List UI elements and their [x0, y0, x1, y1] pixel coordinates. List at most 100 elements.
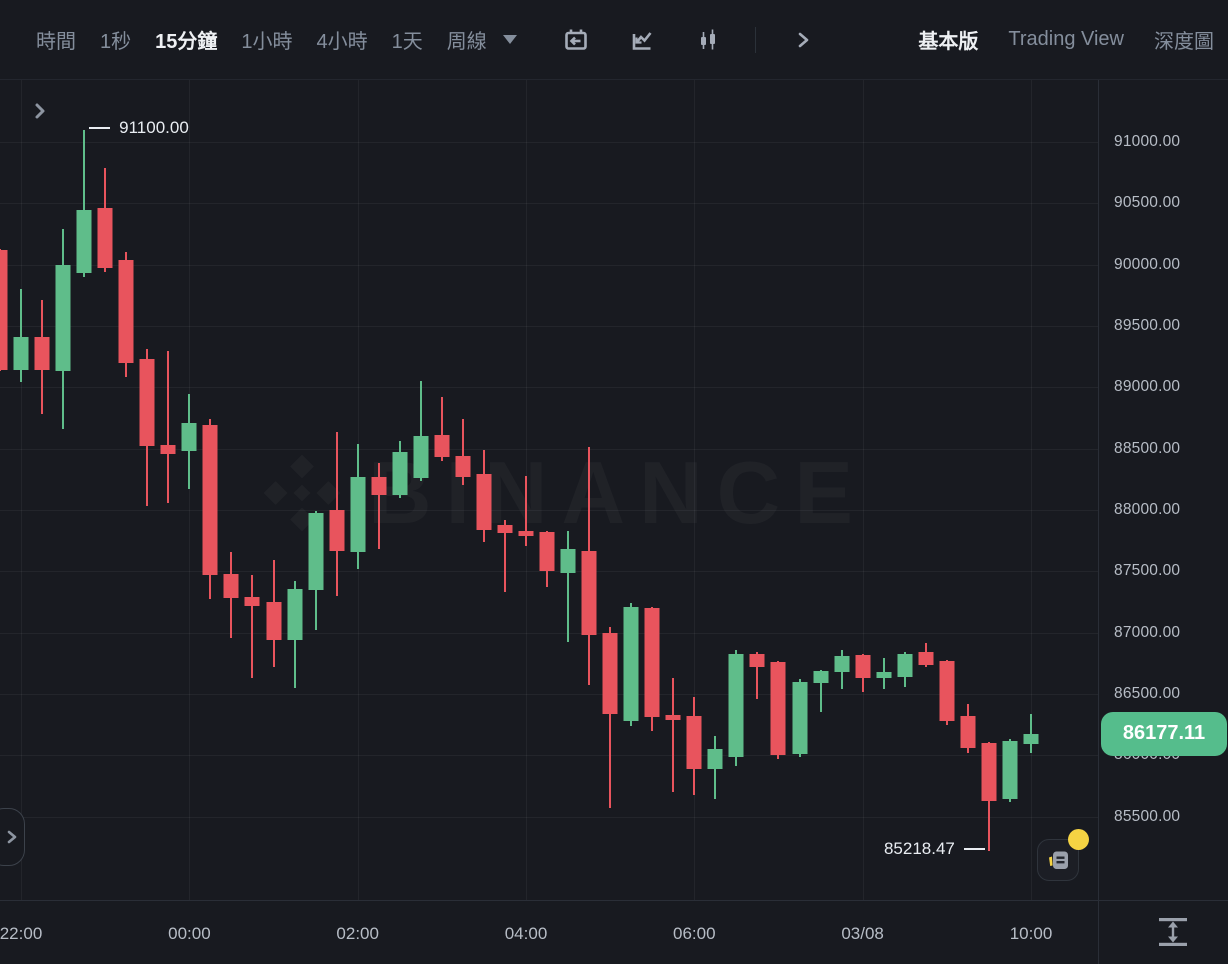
notification-dot — [1068, 829, 1089, 850]
horizontal-gridline — [0, 264, 1098, 266]
candle-body — [0, 249, 8, 371]
auto-fit-price-scale-icon[interactable] — [1155, 914, 1191, 955]
vertical-gridline — [21, 80, 22, 900]
candle-wick — [440, 397, 443, 461]
candle-wick — [167, 350, 170, 503]
price-axis[interactable]: 86177.11 91000.00 90500.00 90000.00 89500.0… — [1098, 80, 1228, 964]
candle-body — [1023, 733, 1039, 745]
vertical-gridline — [189, 80, 191, 900]
candle-body — [876, 671, 892, 678]
candle-body — [813, 670, 829, 683]
candlestick-chart[interactable]: BINANCE 91100.00 85218.47 — [0, 80, 1098, 900]
candle-body — [287, 588, 303, 640]
low-price-label: 85218.47 — [883, 839, 955, 859]
candle-body — [834, 656, 850, 672]
candle-body — [202, 425, 218, 576]
price-tick-label: 87000.00 — [1114, 623, 1181, 641]
timeframe-1w[interactable]: 周線 — [446, 31, 487, 53]
vertical-gridline — [694, 80, 696, 900]
candle-body — [371, 476, 387, 496]
candle-body — [749, 653, 765, 667]
candle-body — [266, 602, 282, 640]
candle-body — [55, 264, 71, 372]
horizontal-gridline — [0, 203, 1098, 205]
timeframe-time[interactable]: 時間 — [36, 31, 76, 53]
candle-body — [728, 653, 744, 757]
timeframe-1d[interactable]: 1天 — [391, 31, 423, 53]
timeframe-4h[interactable]: 4小時 — [316, 31, 368, 53]
candle-body — [139, 359, 155, 447]
vertical-gridline — [1031, 80, 1032, 900]
tab-depth-chart[interactable]: 深度圖 — [1154, 31, 1214, 53]
toolbar-icon-group — [563, 26, 816, 53]
price-tick-label: 88000.00 — [1114, 501, 1181, 518]
price-tick-label: 89000.00 — [1114, 378, 1181, 396]
candle-body — [770, 662, 786, 756]
binance-watermark: BINANCE — [256, 442, 867, 544]
candle-body — [413, 436, 429, 479]
indicators-icon[interactable] — [629, 27, 655, 53]
candle-body — [434, 435, 450, 458]
horizontal-gridline — [0, 632, 1098, 634]
horizontal-gridline — [0, 694, 1098, 695]
candle-body — [392, 452, 408, 496]
candle-wick — [525, 475, 527, 546]
horizontal-gridline — [0, 326, 1098, 327]
candle-body — [308, 512, 324, 590]
time-tick-label: 00:00 — [168, 924, 211, 943]
candle-body — [329, 510, 345, 551]
marker-dash — [89, 126, 111, 129]
candle-wick — [567, 530, 570, 643]
price-tick-label: 88500.00 — [1114, 439, 1181, 457]
candle-body — [897, 653, 913, 677]
price-tick-label: 86500.00 — [1114, 685, 1181, 702]
horizontal-gridline — [0, 755, 1098, 757]
horizontal-gridline — [0, 142, 1098, 143]
candle-body — [623, 606, 639, 721]
candle-body — [686, 716, 702, 769]
horizontal-gridline — [0, 448, 1098, 450]
candle-body — [665, 714, 681, 720]
candle-wick — [377, 463, 380, 550]
timeframe-1h[interactable]: 1小時 — [241, 31, 293, 53]
candle-wick — [609, 626, 612, 808]
candle-wick — [819, 669, 822, 713]
candle-wick — [251, 575, 254, 678]
left-panel-expander[interactable] — [0, 808, 25, 866]
price-tick-label: 90500.00 — [1114, 194, 1181, 212]
timeframe-dropdown-caret-icon[interactable] — [502, 35, 517, 44]
high-price-label: 91100.00 — [119, 117, 189, 137]
tab-trading-view[interactable]: Trading View — [1008, 28, 1124, 50]
candle-body — [792, 681, 808, 755]
candle-wick — [756, 652, 759, 699]
candle-wick — [672, 678, 675, 793]
candle-body — [223, 573, 239, 599]
chevron-right-icon[interactable] — [34, 102, 46, 125]
candle-wick — [20, 289, 23, 383]
timeframe-15m[interactable]: 15分鐘 — [155, 31, 218, 53]
price-tick-label: 89500.00 — [1114, 317, 1181, 334]
candle-body — [476, 474, 492, 530]
candlestick-style-icon[interactable] — [695, 27, 721, 53]
timeframe-1s[interactable]: 1秒 — [100, 31, 132, 53]
time-tick-label: 02:00 — [336, 924, 379, 943]
expand-toolbar-chevron-icon[interactable] — [790, 27, 816, 53]
candle-body — [455, 456, 471, 477]
time-tick-label: 04:00 — [504, 924, 548, 943]
tab-basic-version[interactable]: 基本版 — [918, 31, 979, 53]
time-tick-label: 10:00 — [1009, 924, 1053, 943]
time-tick-label: 06:00 — [673, 924, 716, 943]
chart-area-wrapper: BINANCE 91100.00 85218.47 — [0, 80, 1228, 964]
time-axis[interactable]: 22:00 00:00 02:00 04:00 06:00 03/08 10:00 — [0, 900, 1228, 964]
candle-wick — [461, 419, 464, 486]
low-price-marker: 85218.47 — [685, 839, 985, 859]
candle-body — [560, 549, 576, 573]
candle-body — [76, 209, 92, 274]
last-price-badge: 86177.11 — [1101, 711, 1227, 756]
candle-body — [350, 476, 366, 552]
candle-wick — [83, 129, 86, 277]
marker-dash — [963, 848, 985, 851]
calendar-jump-icon[interactable] — [563, 27, 589, 53]
candle-body — [581, 550, 597, 636]
